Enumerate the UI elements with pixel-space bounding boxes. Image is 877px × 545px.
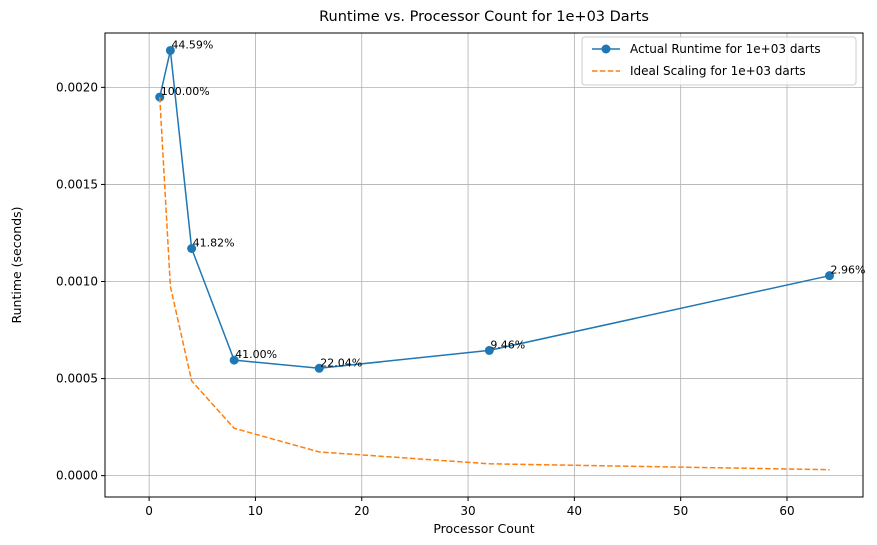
- actual-runtime-point: [229, 355, 239, 365]
- actual-runtime-point: [825, 271, 835, 281]
- efficiency-data-label: 100.00%: [161, 85, 210, 98]
- x-tick-label: 10: [248, 504, 263, 518]
- grid-layer: [105, 33, 863, 497]
- tick-layer: 0 10 20 30 40 50 60 0.0000 0.0005 0.0010 0.0015 0.0…: [56, 80, 795, 518]
- x-tick-label: 60: [779, 504, 794, 518]
- chart-title: Runtime vs. Processor Count for 1e+03 Da…: [319, 9, 649, 25]
- legend-box: [581, 36, 857, 86]
- efficiency-data-label: 22.04%: [320, 356, 362, 369]
- y-tick-label: 0.0005: [56, 372, 98, 386]
- legend-label-actual: Actual Runtime for 1e+03 darts: [630, 42, 821, 56]
- plot-area-frame: [104, 32, 864, 498]
- actual-runtime-point: [155, 92, 165, 102]
- efficiency-data-label: 9.46%: [490, 338, 525, 351]
- x-tick-label: 40: [567, 504, 582, 518]
- series-layer: [155, 45, 835, 471]
- x-axis-label: Processor Count: [433, 521, 534, 536]
- actual-runtime-point: [165, 45, 175, 55]
- legend-label-ideal: Ideal Scaling for 1e+03 darts: [630, 64, 806, 78]
- ideal-scaling-line: [159, 97, 830, 471]
- data-label-layer: 100.00% 44.59% 41.82% 41.00% 22.04% 9.46% 2.96…: [161, 38, 866, 369]
- y-tick-label: 0.0000: [56, 469, 98, 483]
- x-tick-label: 0: [145, 504, 153, 518]
- efficiency-data-label: 44.59%: [171, 38, 213, 51]
- y-tick-label: 0.0010: [56, 275, 98, 289]
- y-axis-label: Runtime (seconds): [9, 206, 24, 323]
- actual-runtime-point: [484, 345, 494, 355]
- legend-marker-actual: [601, 44, 611, 54]
- actual-runtime-point: [314, 363, 324, 373]
- x-tick-label: 30: [460, 504, 475, 518]
- efficiency-data-label: 2.96%: [831, 264, 866, 277]
- y-tick-label: 0.0015: [56, 177, 98, 191]
- efficiency-data-label: 41.82%: [193, 236, 235, 249]
- x-tick-label: 50: [673, 504, 688, 518]
- y-tick-label: 0.0020: [56, 80, 98, 94]
- legend: Actual Runtime for 1e+03 darts Ideal Sca…: [581, 36, 857, 86]
- efficiency-data-label: 41.00%: [235, 348, 277, 361]
- actual-runtime-point: [187, 243, 197, 253]
- x-tick-label: 20: [354, 504, 369, 518]
